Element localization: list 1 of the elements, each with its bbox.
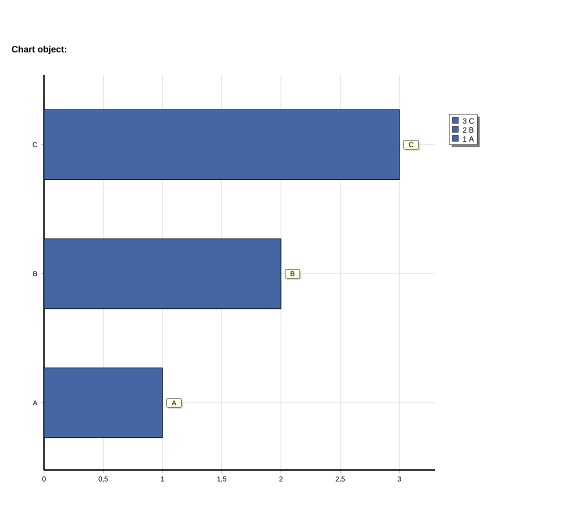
chart-title: Chart object: (12, 46, 66, 54)
